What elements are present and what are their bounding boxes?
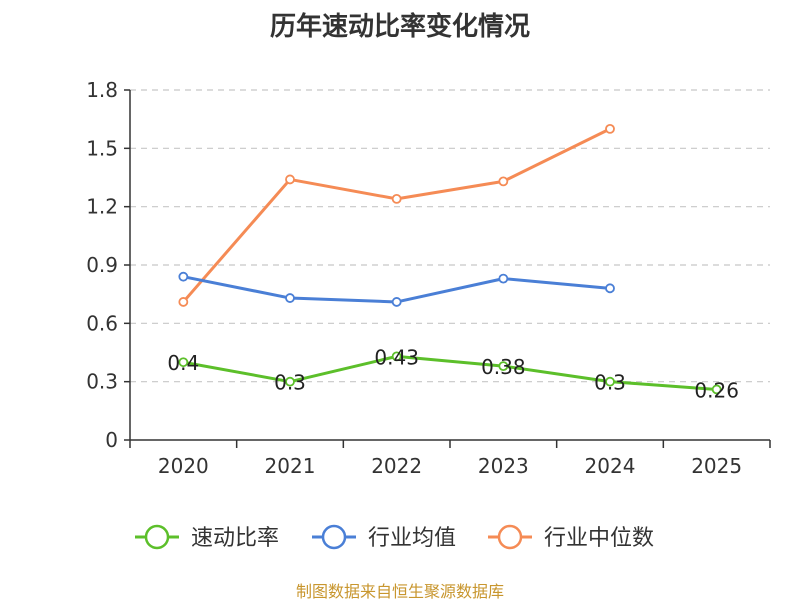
data-label: 0.3	[274, 371, 306, 395]
data-labels: 0.4 0.3 0.43 0.38 0.3 0.26	[167, 345, 739, 402]
x-tick-label: 2022	[371, 454, 422, 478]
x-tick-label: 2025	[691, 454, 742, 478]
data-point	[285, 376, 295, 387]
x-tick-label: 2020	[158, 454, 209, 478]
legend-label: 行业中位数	[544, 526, 654, 551]
source-note: 制图数据来自恒生聚源数据库	[295, 582, 504, 601]
data-point	[391, 297, 402, 307]
legend-label: 行业均值	[368, 526, 456, 551]
data-label: 0.43	[374, 345, 419, 369]
y-tick-label: 0.6	[86, 311, 118, 335]
data-point	[605, 283, 615, 294]
legend-marker	[497, 524, 523, 550]
data-point	[285, 293, 295, 303]
y-tick-label: 1.2	[86, 195, 118, 219]
data-point	[605, 123, 615, 134]
y-tick-label: 0.3	[86, 370, 118, 394]
series-line-0	[183, 354, 717, 391]
legend-item-2[interactable]: 行业中位数	[488, 524, 654, 551]
legend: 速动比率 行业均值 行业中位数	[135, 524, 654, 551]
data-point	[605, 376, 615, 387]
data-label: 0.3	[594, 371, 626, 395]
data-point	[391, 351, 402, 362]
legend-label: 速动比率	[191, 526, 279, 551]
legend-marker	[144, 524, 170, 550]
chart-title: 历年速动比率变化情况	[269, 12, 530, 42]
data-point	[178, 357, 189, 368]
y-tick-label: 1.5	[86, 136, 118, 160]
legend-item-1[interactable]: 行业均值	[312, 524, 456, 551]
axes: 0 0.3 0.6 0.9 1.2 1.5 1.8 2020 2021 2022 2023 2024 2…	[86, 78, 771, 478]
grid-lines	[130, 89, 770, 383]
x-tick-label: 2024	[585, 454, 636, 478]
data-point	[498, 273, 509, 284]
y-tick-label: 1.8	[86, 78, 118, 102]
x-tick-label: 2023	[478, 454, 529, 478]
y-tick-label: 0.9	[86, 253, 118, 277]
y-tick-label: 0	[105, 428, 118, 452]
x-tick-label: 2021	[265, 454, 316, 478]
series-lines	[178, 123, 722, 395]
data-point	[285, 174, 295, 185]
data-point	[711, 384, 722, 395]
data-label: 0.4	[167, 351, 199, 375]
data-label: 0.38	[481, 355, 526, 379]
legend-marker	[321, 524, 347, 550]
data-point	[498, 361, 509, 372]
legend-item-0[interactable]: 速动比率	[135, 524, 279, 551]
series-line-2	[182, 127, 611, 303]
data-point	[178, 271, 189, 282]
data-point	[391, 193, 402, 204]
data-point	[178, 297, 189, 307]
data-point	[498, 176, 509, 187]
data-label: 0.26	[694, 378, 739, 402]
